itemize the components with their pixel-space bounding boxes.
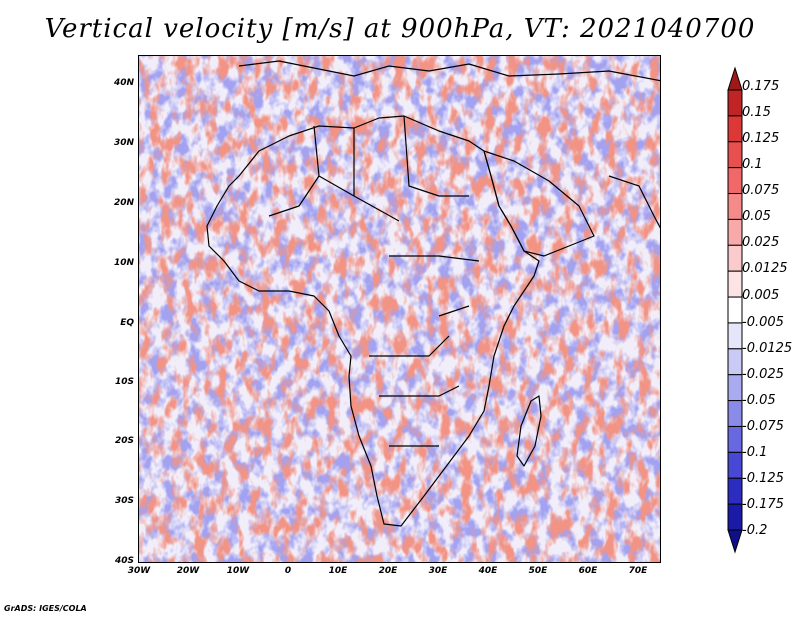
colorbar-min-triangle bbox=[727, 529, 743, 554]
lat-label-40n: 40N bbox=[113, 78, 134, 88]
colorbar-label: 0.175 bbox=[742, 79, 780, 94]
colorbar-swatch bbox=[727, 503, 743, 531]
colorbar-label: 0.025 bbox=[742, 235, 780, 250]
lon-label-10w: 10W bbox=[226, 566, 250, 576]
colorbar-label: -0.025 bbox=[742, 367, 784, 382]
colorbar-label: 0.125 bbox=[742, 131, 780, 146]
lon-label-60e: 60E bbox=[578, 566, 598, 576]
colorbar-label: -0.125 bbox=[742, 471, 784, 486]
colorbar-swatch bbox=[727, 270, 743, 298]
colorbar-label: 0.15 bbox=[742, 105, 771, 120]
colorbar-label: -0.005 bbox=[742, 315, 784, 330]
madagascar-coastline bbox=[516, 395, 542, 467]
lat-label-eq: EQ bbox=[120, 318, 134, 328]
colorbar-swatch bbox=[727, 451, 743, 479]
lon-label-30e: 30E bbox=[428, 566, 448, 576]
colorbar-label: -0.075 bbox=[742, 419, 784, 434]
lon-label-30w: 30W bbox=[127, 566, 151, 576]
colorbar-label: 0.1 bbox=[742, 157, 763, 172]
africa-coastline bbox=[206, 115, 540, 527]
lat-label-30n: 30N bbox=[113, 138, 134, 148]
colorbar-label: -0.0125 bbox=[742, 341, 793, 356]
colorbar-label: 0.05 bbox=[742, 209, 771, 224]
colorbar-swatch bbox=[727, 374, 743, 402]
credit-text: GrADS: IGES/COLA bbox=[4, 604, 87, 613]
colorbar-swatch bbox=[727, 141, 743, 169]
europe-coastline bbox=[238, 60, 660, 82]
colorbar-swatch bbox=[727, 89, 743, 117]
colorbar-swatch bbox=[727, 193, 743, 220]
vertical-velocity-field bbox=[139, 56, 660, 562]
colorbar-label: -0.1 bbox=[742, 445, 768, 460]
lon-label-50e: 50E bbox=[528, 566, 548, 576]
colorbar-label: -0.05 bbox=[742, 393, 776, 408]
lon-label-20e: 20E bbox=[378, 566, 398, 576]
colorbar-swatch bbox=[727, 322, 743, 350]
lat-label-20s: 20S bbox=[114, 436, 134, 446]
colorbar-swatch bbox=[727, 296, 743, 324]
colorbar-label: 0.005 bbox=[742, 288, 780, 303]
colorbar-label: 0.075 bbox=[742, 183, 780, 198]
india-coastline bbox=[608, 175, 660, 229]
colorbar-swatch bbox=[727, 218, 743, 246]
colorbar-label: 0.0125 bbox=[742, 261, 788, 276]
colorbar-swatch bbox=[727, 477, 743, 505]
lon-label-70e: 70E bbox=[628, 566, 648, 576]
lat-label-10n: 10N bbox=[113, 258, 134, 268]
colorbar-label: -0.2 bbox=[742, 523, 768, 538]
colorbar bbox=[727, 66, 743, 554]
lon-label-0: 0 bbox=[284, 566, 292, 576]
lon-label-10e: 10E bbox=[328, 566, 348, 576]
colorbar-swatch bbox=[727, 115, 743, 143]
lat-label-10s: 10S bbox=[114, 377, 134, 387]
arabia-coastline bbox=[483, 150, 595, 257]
lon-label-20w: 20W bbox=[176, 566, 200, 576]
colorbar-swatch bbox=[727, 400, 743, 427]
colorbar-swatch bbox=[727, 244, 743, 272]
lat-label-40s: 40S bbox=[114, 556, 134, 566]
colorbar-swatch bbox=[727, 348, 743, 376]
colorbar-max-triangle bbox=[727, 66, 743, 91]
border-line bbox=[268, 115, 480, 447]
map-panel bbox=[138, 55, 661, 563]
lat-label-30s: 30S bbox=[114, 496, 134, 506]
colorbar-swatch bbox=[727, 167, 743, 195]
lon-label-40e: 40E bbox=[478, 566, 498, 576]
colorbar-label: -0.175 bbox=[742, 497, 784, 512]
lat-label-20n: 20N bbox=[113, 198, 134, 208]
plot-title: Vertical velocity [m/s] at 900hPa, VT: 2… bbox=[44, 14, 756, 44]
colorbar-swatch bbox=[727, 425, 743, 453]
